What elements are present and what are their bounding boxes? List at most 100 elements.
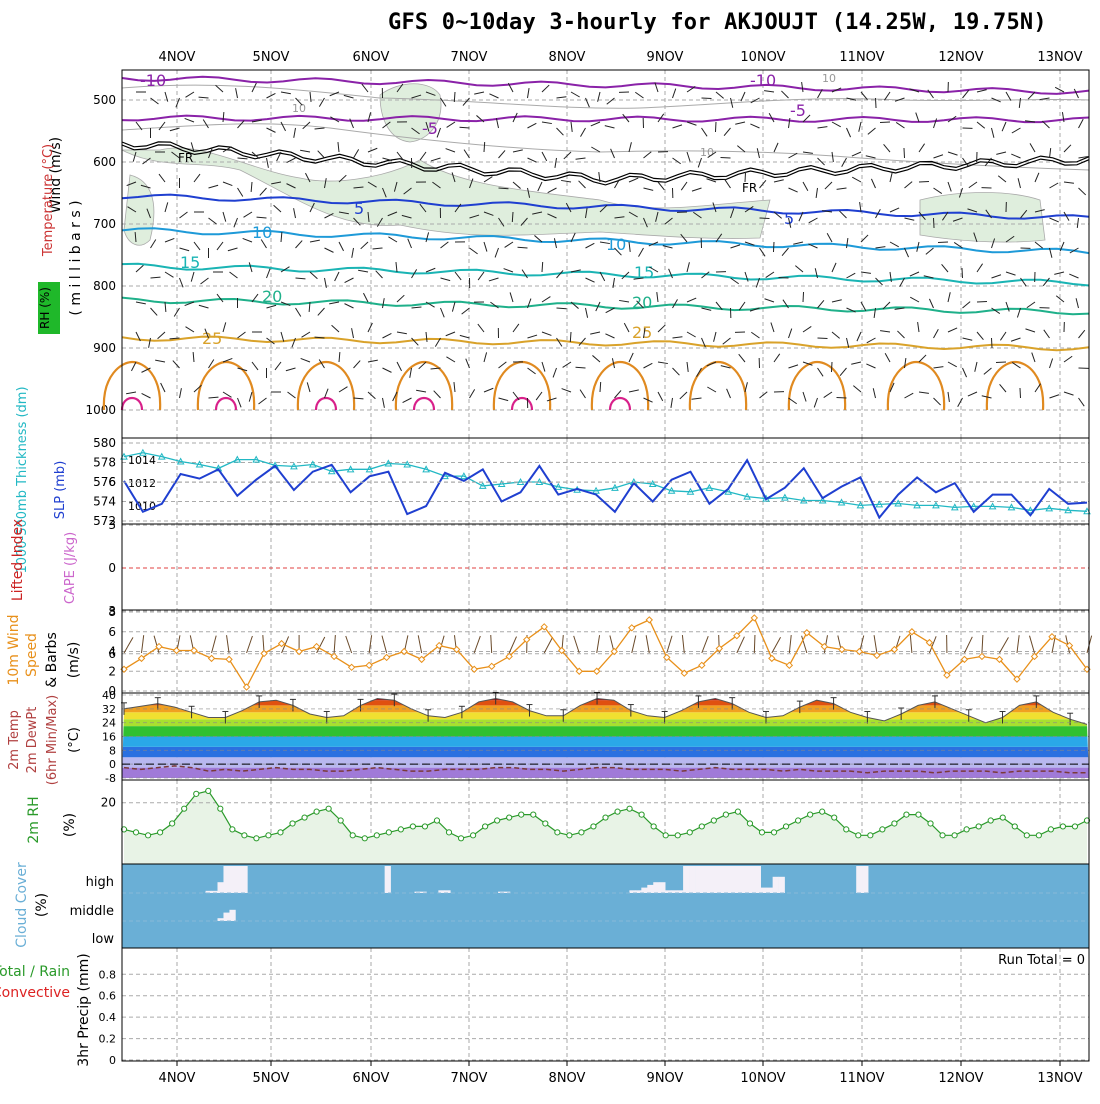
isotherm-label: 5 [354, 199, 364, 218]
wind-barb [934, 155, 943, 158]
pressure-tick-label: 600 [93, 155, 116, 169]
wind-barb [368, 323, 372, 332]
wind-barb [542, 122, 552, 124]
wind-tick-label: 4 [108, 645, 116, 659]
wind-barb [590, 332, 600, 334]
freezing-label: FR [178, 151, 193, 165]
wind-barb [737, 637, 745, 653]
wind-barb [905, 393, 914, 398]
wind-barb [774, 143, 778, 152]
slp-panel-frame [122, 438, 1089, 524]
wind-barb [586, 243, 595, 248]
wind-barb [827, 233, 832, 242]
wind-barb [368, 392, 375, 399]
rh-marker [1012, 824, 1017, 829]
wind-barb [866, 156, 876, 158]
wind-barb [186, 92, 194, 97]
wind-barb [999, 637, 1008, 653]
wind-barb [267, 158, 269, 168]
wind-barb [310, 240, 320, 242]
wind-barb [1064, 182, 1074, 183]
wind-barb [536, 392, 542, 400]
wind-barb [236, 88, 238, 98]
wind-barb [818, 368, 824, 376]
rh-marker [290, 821, 295, 826]
wind-barb [209, 185, 219, 188]
wind-barb [716, 92, 724, 98]
rh-area [124, 791, 1087, 864]
slp-tick-label: 1012 [128, 477, 156, 490]
high-cloud-bar [689, 866, 695, 893]
high-cloud-bar [223, 866, 229, 893]
wind-barb [897, 331, 904, 338]
wind-barb [682, 635, 684, 653]
wind-barb [658, 362, 668, 364]
wind-barb [217, 242, 223, 250]
rh-marker [603, 815, 608, 820]
ylabel-barbs: & Barbs [44, 632, 60, 688]
wind-barb [698, 158, 701, 167]
wind-barb [996, 362, 1006, 363]
wind-barb [170, 128, 180, 131]
rh-marker [278, 830, 283, 835]
wind-barb [369, 635, 372, 653]
wind-barb [702, 98, 712, 99]
wind-barb [335, 272, 339, 281]
wind-barb [992, 128, 994, 138]
wind-barb [1002, 122, 1006, 131]
stability-tick-label: 0 [108, 561, 116, 575]
rh-marker [422, 824, 427, 829]
wind-barb [363, 293, 368, 302]
high-cloud-bar [737, 866, 743, 893]
wind-barb [454, 92, 455, 102]
temperature-contour [494, 362, 550, 410]
wind-barb [814, 398, 817, 407]
wind-barb [544, 637, 552, 653]
rh-marker [302, 815, 307, 820]
high-cloud-bar [229, 866, 235, 893]
temperature-contour [316, 398, 336, 410]
wind-barb [934, 398, 941, 405]
wind-barb [832, 122, 841, 127]
wind-barb [339, 242, 344, 251]
wind-barb [383, 368, 392, 372]
wind-barb [832, 332, 840, 338]
wind-barb [779, 277, 789, 278]
wind-barb [338, 142, 339, 152]
isotherm-label: 10 [606, 235, 626, 254]
thickness-tick-label: 574 [93, 495, 116, 509]
wind-barb [632, 635, 636, 653]
wind-barb [963, 368, 967, 377]
wind-barb [383, 333, 392, 338]
wind-barb [180, 212, 188, 218]
rh-marker [519, 812, 524, 817]
bottom-day-label: 10NOV [740, 1071, 785, 1086]
wind-barb [354, 149, 359, 158]
wind-barb [591, 147, 600, 152]
wind-speed-marker [174, 648, 180, 654]
wind-barb [383, 298, 385, 308]
wind-barb [142, 393, 151, 398]
wind-barb [629, 178, 638, 182]
ylabel-convective: Convective [0, 985, 70, 1001]
wind-barb [1044, 330, 1050, 338]
rh-marker [158, 830, 163, 835]
wind-barb [561, 180, 571, 182]
wind-barb [513, 150, 523, 152]
thickness-tick-label: 578 [93, 456, 116, 470]
cloud-level-label: high [86, 875, 114, 890]
wind-barb [723, 338, 731, 344]
wind-barb [1069, 274, 1078, 278]
wind-barb [871, 179, 875, 188]
rh-marker [242, 833, 247, 838]
wind-barb [745, 172, 746, 182]
wind-speed-marker [331, 653, 337, 659]
rh-marker [639, 812, 644, 817]
wind-barb [505, 242, 513, 247]
wind-barb [918, 322, 919, 332]
wind-barb [803, 182, 808, 191]
wind-barb [510, 292, 513, 302]
wind-speed-line [124, 618, 1087, 687]
rh-marker [1060, 824, 1065, 829]
wind-barb [431, 158, 441, 161]
